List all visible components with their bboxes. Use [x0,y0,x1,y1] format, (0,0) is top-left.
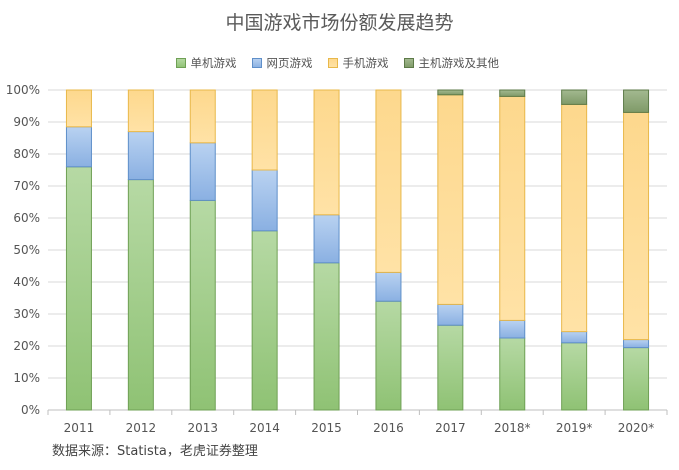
source-note: 数据来源：Statista，老虎证券整理 [52,444,258,459]
bar-segment [561,103,588,333]
bar-segment [561,331,588,344]
y-tick-label: 80% [13,147,40,161]
bar-segment [499,95,526,321]
y-tick-label: 50% [13,243,40,257]
x-tick-label: 2016 [373,421,404,435]
x-tick-label: 2018* [494,421,531,435]
bar-segment [189,142,216,201]
y-tick-label: 30% [13,307,40,321]
y-tick-label: 60% [13,211,40,225]
bar-segment [437,324,464,411]
bar-segment [623,347,650,411]
legend-label: 主机游戏及其他 [419,56,500,70]
bar-segment [437,94,464,305]
chart-title: 中国游戏市场份额发展趋势 [225,12,454,34]
y-tick-label: 0% [21,403,40,417]
bar-segment [127,131,154,181]
bar-segment [65,89,92,128]
bar-segment [313,214,340,264]
legend-swatch [176,58,186,68]
bar-segment [65,166,92,411]
y-tick-label: 10% [13,371,40,385]
bar-segment [437,89,464,96]
x-tick-label: 2012 [126,421,157,435]
bar-segment [437,303,464,326]
bar-segment [313,262,340,411]
x-tick-label: 2015 [311,421,342,435]
x-tick-label: 2017 [435,421,466,435]
y-tick-label: 70% [13,179,40,193]
bar-segment [375,300,402,411]
bar-segment [189,199,216,411]
legend-label: 网页游戏 [267,56,313,70]
bar-segment [623,111,650,341]
legend-label: 手机游戏 [343,56,389,70]
bar-segment [251,230,278,411]
y-tick-label: 40% [13,275,40,289]
bar-segment [127,179,154,411]
legend-swatch [252,58,262,68]
x-tick-label: 2020* [618,421,655,435]
bar-segment [127,89,154,133]
x-tick-label: 2013 [187,421,218,435]
bar-segment [499,319,526,339]
bar-segment [499,337,526,411]
bar-segment [251,89,278,171]
bar-segment [561,342,588,411]
bar-segment [65,126,92,168]
y-tick-label: 90% [13,115,40,129]
y-tick-label: 100% [6,83,40,97]
bar-segment [623,339,650,349]
bar-segment [375,89,402,273]
bar-segment [375,271,402,302]
bar-segment [561,89,588,105]
bar-segment [313,89,340,216]
legend-swatch [404,58,414,68]
x-tick-label: 2011 [64,421,95,435]
bar-segment [623,89,650,113]
bar-segment [499,89,526,97]
x-tick-label: 2014 [249,421,280,435]
bar-segment [189,89,216,144]
bar-segment [251,169,278,232]
y-tick-label: 20% [13,339,40,353]
legend-swatch [328,58,338,68]
legend-label: 单机游戏 [191,56,237,70]
x-tick-label: 2019* [556,421,593,435]
